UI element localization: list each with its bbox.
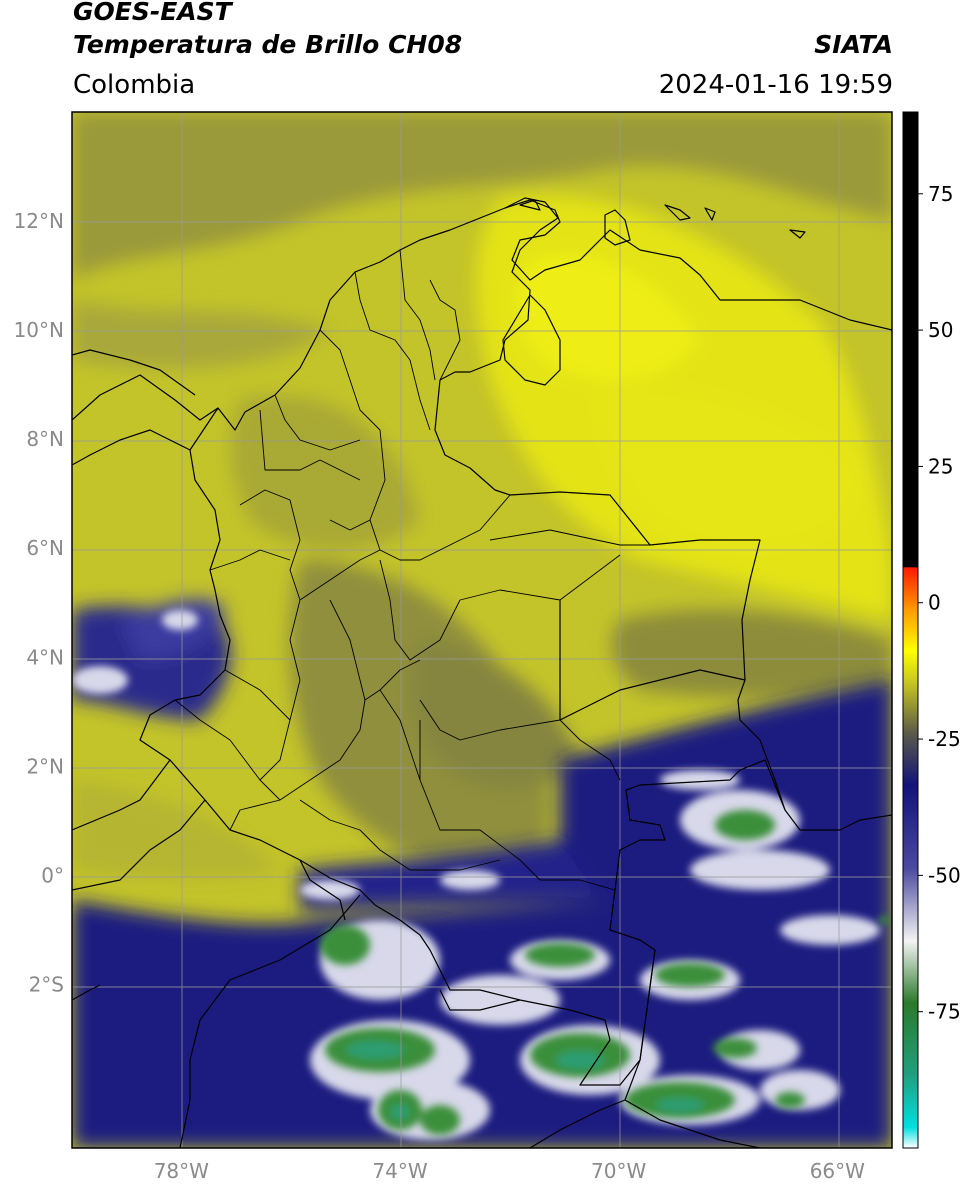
title-line2: Temperatura de Brillo CH08 <box>73 30 463 59</box>
colorbar-tick-label: -75 <box>928 1000 961 1024</box>
latitude-labels: 12°N 10°N 8°N 6°N 4°N 2°N 0° 2°S <box>14 209 64 996</box>
lat-tick-label: 6°N <box>26 536 64 560</box>
graticule <box>72 112 892 1148</box>
colorbar-frame <box>902 111 919 1149</box>
brand-label: SIATA <box>814 30 893 59</box>
lat-tick-label: 2°N <box>26 754 64 778</box>
satellite-image <box>72 112 892 1148</box>
lon-tick-label: 66°W <box>810 1159 865 1183</box>
department-borders <box>174 249 650 891</box>
colorbar-tick-label: -50 <box>928 863 961 887</box>
country-borders <box>72 197 892 1148</box>
title-line1: GOES-EAST <box>73 0 232 26</box>
colorbar-gradient <box>903 112 918 1148</box>
datetime-label: 2024-01-16 19:59 <box>658 70 893 100</box>
lat-tick-label: 0° <box>41 863 64 887</box>
lon-tick-label: 74°W <box>372 1159 427 1183</box>
colorbar-tick-label: 0 <box>928 591 941 615</box>
colorbar-ticks: 75 50 25 0 -25 -50 -75 <box>918 182 961 1024</box>
lon-tick-label: 78°W <box>154 1159 209 1183</box>
lat-tick-label: 8°N <box>26 427 64 451</box>
longitude-labels: 78°W 74°W 70°W 66°W <box>154 1159 865 1183</box>
colorbar-tick-label: 75 <box>928 182 953 206</box>
lat-tick-label: 2°S <box>29 972 64 996</box>
lat-tick-label: 12°N <box>14 209 64 233</box>
lat-tick-label: 4°N <box>26 645 64 669</box>
colorbar-tick-label: 50 <box>928 318 953 342</box>
region-label: Colombia <box>73 70 196 100</box>
colorbar: 75 50 25 0 -25 -50 -75 <box>902 111 961 1149</box>
map-frame <box>71 111 893 1149</box>
lon-tick-label: 70°W <box>591 1159 646 1183</box>
colorbar-tick-label: 25 <box>928 454 953 478</box>
lat-tick-label: 10°N <box>14 318 64 342</box>
colorbar-tick-label: -25 <box>928 727 961 751</box>
